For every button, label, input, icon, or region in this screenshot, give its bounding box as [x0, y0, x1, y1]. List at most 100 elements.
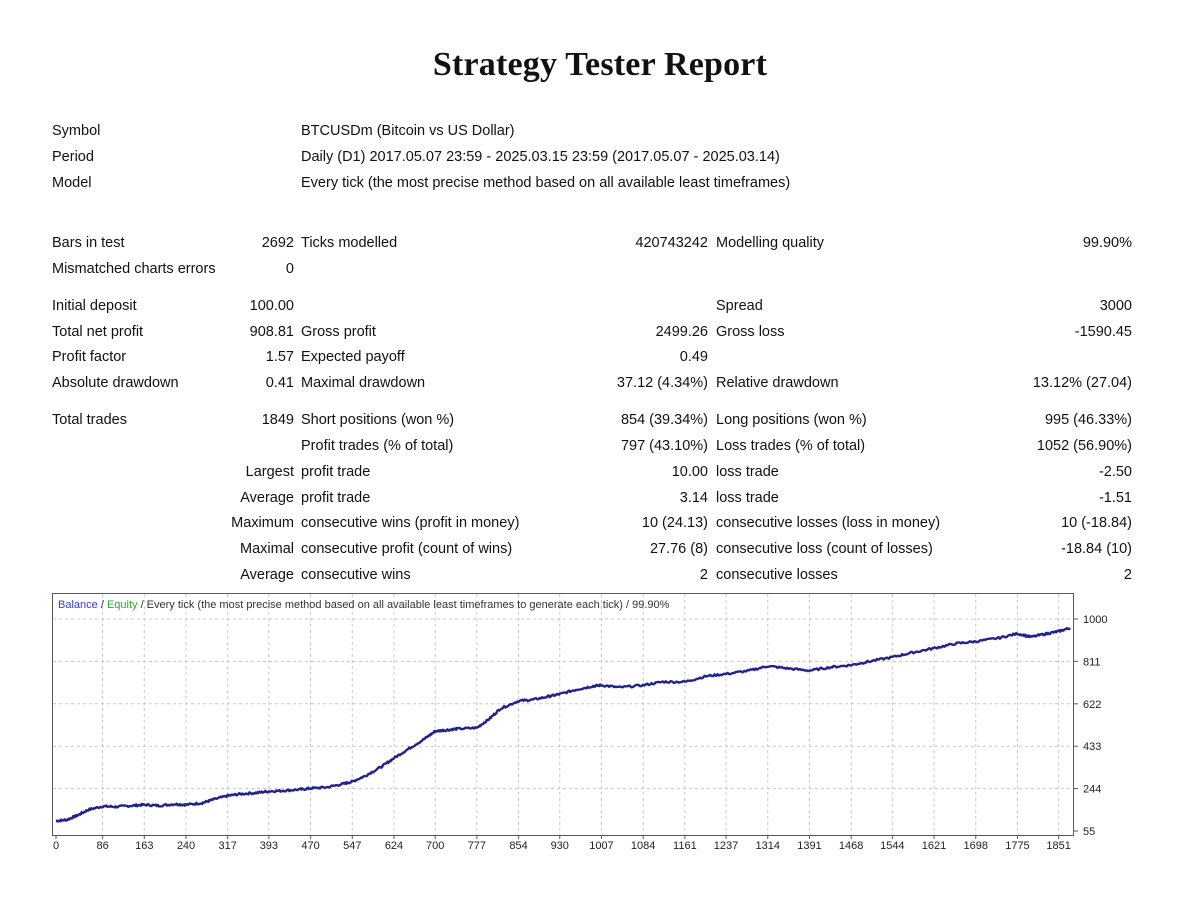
max-wins-value: 10 (24.13)	[641, 515, 708, 531]
absdd-value: 0.41	[265, 375, 294, 391]
max-losses-value: 10 (-18.84)	[1061, 515, 1132, 531]
x-tick-label: 854	[509, 840, 527, 852]
ticks-label: Ticks modelled	[301, 235, 398, 251]
x-tick-label: 1237	[714, 840, 738, 852]
x-tick-label: 700	[426, 840, 444, 852]
grossprofit-value: 2499.26	[655, 324, 708, 340]
trades-value: 1849	[261, 412, 294, 428]
largest-profit-value: 10.00	[671, 464, 708, 480]
balance-line	[55, 626, 1071, 823]
largest-profit-label: profit trade	[301, 464, 371, 480]
period-value: Daily (D1) 2017.05.07 23:59 - 2025.03.15…	[301, 149, 780, 165]
x-tick-label: 163	[135, 840, 153, 852]
average-loss-label: loss trade	[716, 490, 779, 506]
spread-value: 3000	[1099, 298, 1132, 314]
short-value: 854 (39.34%)	[620, 412, 708, 428]
balance-chart-svg: Balance / Equity / Every tick (the most …	[52, 593, 1107, 852]
period-label: Period	[52, 149, 94, 165]
grossloss-label: Gross loss	[716, 324, 785, 340]
pf-value: 1.57	[265, 349, 294, 365]
maximal-label: Maximal	[240, 541, 294, 557]
x-tick-label: 1007	[589, 840, 613, 852]
y-tick-label: 244	[1083, 784, 1101, 796]
y-tick-label: 622	[1083, 699, 1101, 711]
chart-x-labels: 0 86 163 240 317 393 470 547 624 700 777 854 930 1007…	[53, 835, 1071, 852]
short-label: Short positions (won %)	[301, 412, 455, 428]
chart-frame	[52, 593, 1074, 836]
netprofit-label: Total net profit	[52, 324, 144, 340]
grossprofit-label: Gross profit	[301, 324, 376, 340]
maxdd-value: 37.12 (4.34%)	[616, 375, 708, 391]
chart-y-labels: 1000 811 622 433 244 55	[1073, 614, 1107, 838]
x-tick-label: 1161	[673, 840, 697, 852]
trades-label: Total trades	[52, 412, 127, 428]
spread-label: Spread	[716, 298, 763, 314]
avg-wins-value: 2	[699, 567, 708, 583]
x-tick-label: 86	[96, 840, 108, 852]
reldd-label: Relative drawdown	[716, 375, 839, 391]
y-tick-label: 1000	[1083, 614, 1107, 626]
x-tick-label: 393	[260, 840, 278, 852]
legend-balance: Balance	[58, 599, 98, 611]
deposit-value: 100.00	[249, 298, 294, 314]
symbol-label: Symbol	[52, 123, 101, 139]
average-profit-label: profit trade	[301, 490, 371, 506]
loss-trades-value: 1052 (56.90%)	[1036, 438, 1132, 454]
x-tick-label: 317	[219, 840, 237, 852]
average2-label: Average	[240, 567, 294, 583]
legend-equity: Equity	[107, 599, 138, 611]
maximal-profit-value: 27.76 (8)	[649, 541, 708, 557]
loss-trades-label: Loss trades (% of total)	[716, 438, 866, 454]
chart-grid-vertical	[102, 594, 1060, 835]
average-profit-value: 3.14	[679, 490, 708, 506]
chart-grid-horizontal	[53, 618, 1073, 790]
grossloss-value: -1590.45	[1074, 324, 1132, 340]
largest-label: Largest	[245, 464, 294, 480]
quality-value: 99.90%	[1082, 235, 1132, 251]
maximal-loss-label: consecutive loss (count of losses)	[716, 541, 933, 557]
chart-legend: Balance / Equity / Every tick (the most …	[58, 599, 670, 611]
y-tick-label: 55	[1083, 826, 1095, 838]
largest-loss-value: -2.50	[1098, 464, 1132, 480]
ticks-value: 420743242	[635, 235, 708, 251]
model-value: Every tick (the most precise method base…	[301, 175, 791, 191]
x-tick-label: 1775	[1005, 840, 1029, 852]
x-tick-label: 1698	[964, 840, 988, 852]
mismatch-label: Mismatched charts errors	[52, 261, 216, 277]
x-tick-label: 930	[551, 840, 569, 852]
report-title: Strategy Tester Report	[432, 46, 768, 83]
x-tick-label: 240	[177, 840, 195, 852]
payoff-label: Expected payoff	[301, 349, 405, 365]
max-wins-label: consecutive wins (profit in money)	[301, 515, 520, 531]
maximal-profit-label: consecutive profit (count of wins)	[301, 541, 513, 557]
largest-loss-label: loss trade	[716, 464, 779, 480]
x-tick-label: 1391	[797, 840, 821, 852]
average-loss-value: -1.51	[1098, 490, 1132, 506]
y-tick-label: 433	[1083, 741, 1101, 753]
x-tick-label: 470	[301, 840, 319, 852]
x-tick-label: 1314	[756, 840, 780, 852]
chart-series	[55, 626, 1071, 823]
long-label: Long positions (won %)	[716, 412, 867, 428]
x-tick-label: 0	[53, 840, 59, 852]
bars-value: 2692	[261, 235, 294, 251]
x-tick-label: 777	[468, 840, 486, 852]
balance-chart: Balance / Equity / Every tick (the most …	[52, 593, 1128, 853]
payoff-value: 0.49	[679, 349, 708, 365]
symbol-value: BTCUSDm (Bitcoin vs US Dollar)	[301, 123, 515, 139]
quality-label: Modelling quality	[716, 235, 825, 251]
mismatch-value: 0	[285, 261, 294, 277]
pf-label: Profit factor	[52, 349, 127, 365]
netprofit-value: 908.81	[249, 324, 294, 340]
y-tick-label: 811	[1083, 656, 1101, 668]
maximal-loss-value: -18.84 (10)	[1061, 541, 1132, 557]
maximum-label: Maximum	[231, 515, 294, 531]
x-tick-label: 1851	[1046, 840, 1070, 852]
x-tick-label: 1544	[880, 840, 904, 852]
avg-losses-value: 2	[1123, 567, 1132, 583]
x-tick-label: 1621	[922, 840, 946, 852]
maxdd-label: Maximal drawdown	[301, 375, 426, 391]
profit-trades-value: 797 (43.10%)	[620, 438, 708, 454]
absdd-label: Absolute drawdown	[52, 375, 179, 391]
max-losses-label: consecutive losses (loss in money)	[716, 515, 941, 531]
